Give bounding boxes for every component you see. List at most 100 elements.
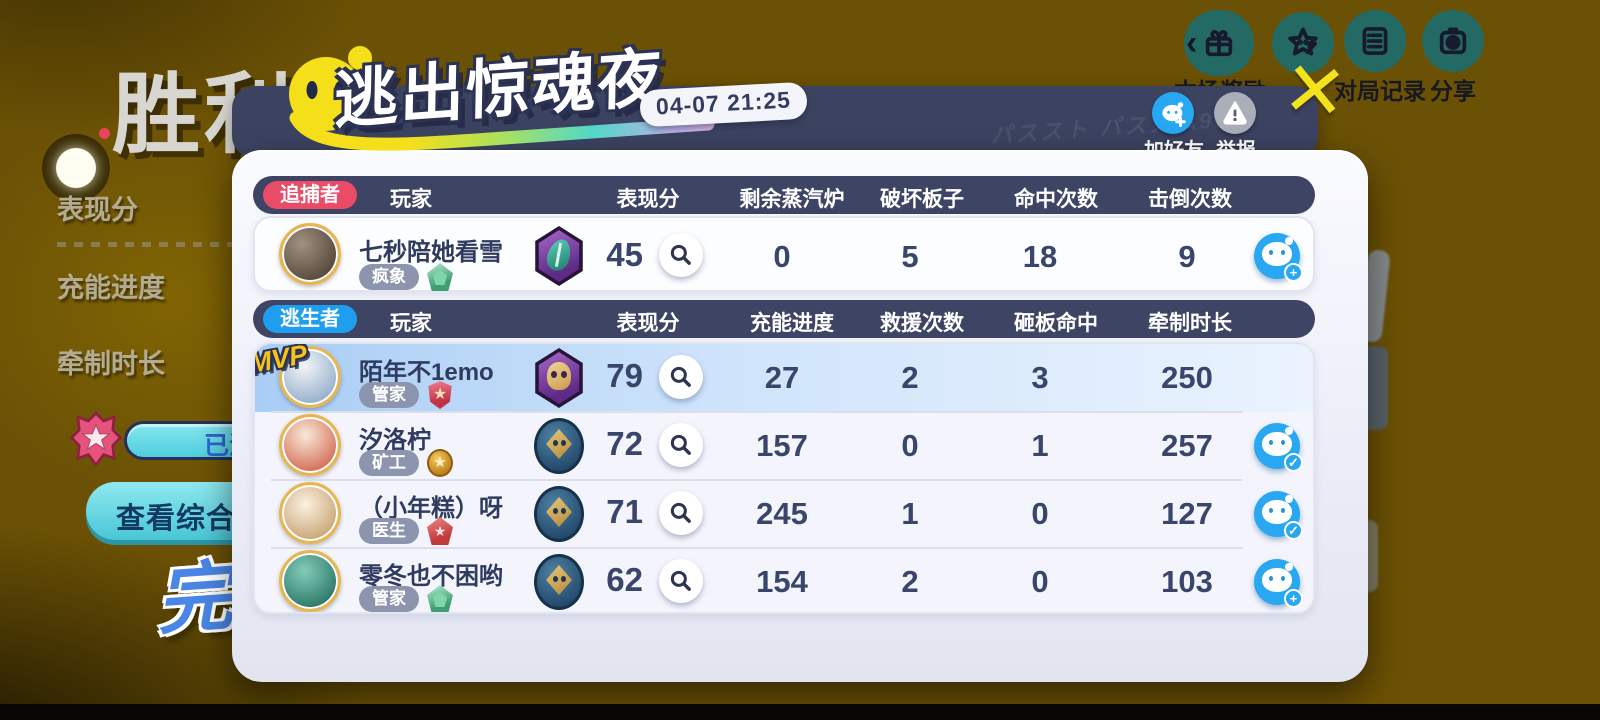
friend-added-button[interactable]: ✓ [1254, 491, 1303, 540]
star-edit-button[interactable] [1272, 12, 1334, 74]
dotted-divider [57, 242, 255, 247]
match-records-button[interactable] [1344, 10, 1406, 72]
performance-score: 62 [606, 561, 643, 598]
player-name: 零冬也不困哟 [359, 563, 503, 590]
role-tag: 管家 [359, 586, 419, 612]
smiley-logo-and-swoosh [289, 46, 715, 151]
hunter-badge: 追捕者 [263, 181, 357, 209]
add-friend-button[interactable]: + [1254, 233, 1303, 282]
character-emblem-icon [532, 552, 586, 612]
player-avatar[interactable] [279, 223, 341, 285]
friend-action-glyph: + [1284, 589, 1303, 608]
column-knockdowns: 击倒次数 [1148, 188, 1232, 211]
close-button[interactable]: ✕ [1278, 45, 1352, 138]
score-detail-magnifier-button[interactable] [659, 491, 703, 535]
escapee-row: 零冬也不困哟 管家 62 154 2 0 103 + [255, 547, 1313, 612]
performance-score: 79 [606, 357, 643, 394]
column-charge-progress: 充能进度 [750, 312, 834, 335]
report-button[interactable] [1214, 92, 1256, 134]
hunter-row: 七秒陪她看雪 疯象 45 0 5 18 9 + [253, 216, 1315, 292]
character-emblem-icon [532, 416, 586, 476]
character-emblem-icon [532, 484, 586, 544]
role-rank-shield-icon [428, 381, 452, 409]
escapee-row-mvp: MVP 陌年不1emo 管家 79 27 2 3 250 [255, 344, 1313, 412]
column-containment-time: 牵制时长 [1148, 312, 1232, 335]
stat-charge: 245 [756, 496, 808, 531]
bottom-letterbox [0, 704, 1600, 720]
stat-containment: 250 [1161, 360, 1213, 395]
stat-containment: 257 [1161, 428, 1213, 463]
player-name: 七秒陪她看雪 [359, 239, 503, 266]
player-name: （小年糕）呀 [359, 495, 503, 522]
stat-board-hits: 0 [1031, 564, 1049, 599]
stat-link-performance[interactable]: 表现分 [57, 195, 138, 225]
score-detail-magnifier-button[interactable] [659, 423, 703, 467]
stat-board-hits: 3 [1031, 360, 1049, 395]
column-boards-broken: 破坏板子 [880, 188, 964, 211]
friend-added-button[interactable]: ✓ [1254, 423, 1303, 472]
friend-action-glyph: ✓ [1284, 521, 1303, 540]
column-player: 玩家 [390, 312, 432, 335]
player-name: 陌年不1emo [359, 359, 494, 386]
performance-score: 71 [606, 493, 643, 530]
stat-charge: 27 [764, 360, 800, 395]
player-avatar[interactable] [279, 346, 341, 408]
stat-charge: 157 [756, 428, 808, 463]
column-board-hits: 砸板命中 [1014, 312, 1098, 335]
score-detail-magnifier-button[interactable] [659, 559, 703, 603]
stat-remaining-boilers: 0 [773, 239, 791, 274]
player-avatar[interactable] [279, 482, 341, 544]
rank-badge-icon [69, 411, 123, 467]
stat-board-hits: 0 [1031, 496, 1049, 531]
stat-rescues: 2 [901, 360, 919, 395]
stat-link-containment[interactable]: 牵制时长 [57, 349, 165, 379]
stat-knockdowns: 9 [1178, 239, 1196, 274]
player-name: 汐洛柠 [359, 427, 431, 454]
share-label: 分享 [1430, 78, 1476, 104]
escapee-row: （小年糕）呀 医生 71 245 1 0 127 ✓ [255, 479, 1313, 548]
stat-containment: 103 [1161, 564, 1213, 599]
stat-rescues: 0 [901, 428, 919, 463]
back-chevron-icon: ‹ [1186, 24, 1198, 62]
escapee-rows-container: MVP 陌年不1emo 管家 79 27 2 3 250 汐洛柠 矿工 [253, 342, 1315, 614]
score-detail-magnifier-button[interactable] [659, 355, 703, 399]
column-rescues: 救援次数 [880, 312, 964, 335]
performance-score: 45 [606, 236, 643, 273]
performance-score: 72 [606, 425, 643, 462]
stat-rescues: 2 [901, 564, 919, 599]
escapee-badge: 逃生者 [263, 305, 357, 333]
friend-action-glyph: + [1284, 263, 1303, 282]
stat-charge: 154 [756, 564, 808, 599]
column-performance: 表现分 [616, 312, 680, 335]
role-rank-medal-icon [427, 449, 453, 477]
character-emblem-icon [532, 348, 586, 408]
stat-link-charge[interactable]: 充能进度 [57, 273, 165, 303]
friend-action-glyph: ✓ [1284, 453, 1303, 472]
role-rank-gem-icon [427, 263, 453, 291]
share-button[interactable] [1422, 10, 1484, 72]
match-records-label: 对局记录 [1334, 78, 1426, 104]
player-avatar[interactable] [279, 414, 341, 476]
role-tag: 管家 [359, 382, 419, 408]
add-friend-header-button[interactable] [1152, 92, 1194, 134]
role-tag: 矿工 [359, 450, 419, 476]
column-performance: 表现分 [616, 188, 680, 211]
role-tag: 医生 [359, 518, 419, 544]
match-datetime: 04-07 21:25 [655, 86, 792, 120]
stat-boards-broken: 5 [901, 239, 919, 274]
player-avatar[interactable] [279, 550, 341, 612]
score-detail-magnifier-button[interactable] [659, 233, 703, 277]
role-tag: 疯象 [359, 264, 419, 290]
record-indicator-dot [56, 148, 96, 188]
red-dot [99, 128, 110, 139]
escapee-row: 汐洛柠 矿工 72 157 0 1 257 ✓ [255, 411, 1313, 480]
stat-containment: 127 [1161, 496, 1213, 531]
stat-board-hits: 1 [1031, 428, 1049, 463]
hunter-table-header: 追捕者 玩家 表现分 剩余蒸汽炉 破坏板子 命中次数 击倒次数 [253, 176, 1315, 214]
add-friend-button[interactable]: + [1254, 559, 1303, 608]
rewards-button[interactable] [1184, 10, 1254, 76]
column-player: 玩家 [390, 188, 432, 211]
escapee-table-header: 逃生者 玩家 表现分 充能进度 救援次数 砸板命中 牵制时长 [253, 300, 1315, 338]
character-emblem-icon [532, 226, 586, 286]
